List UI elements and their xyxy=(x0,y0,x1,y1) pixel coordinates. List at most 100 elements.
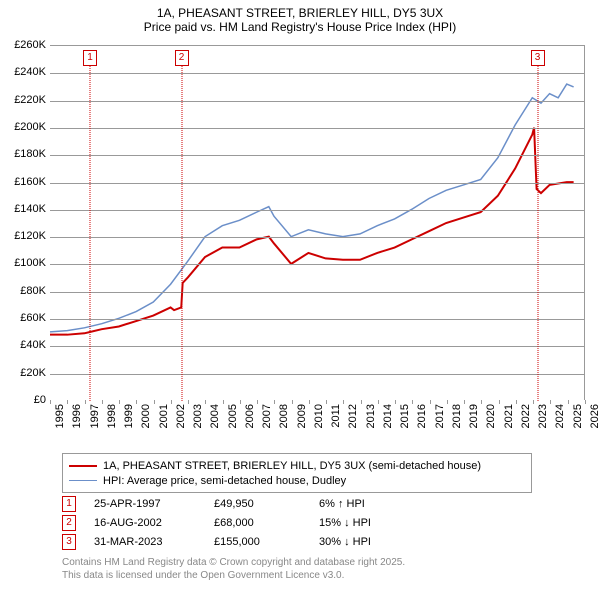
y-tick-label: £180K xyxy=(14,148,46,160)
x-tick-mark xyxy=(395,400,396,404)
x-tick-label: 2012 xyxy=(347,404,359,428)
plot-area: 123 xyxy=(50,45,585,400)
sale-date: 16-AUG-2002 xyxy=(94,517,214,529)
x-tick-mark xyxy=(223,400,224,404)
x-tick-mark xyxy=(171,400,172,404)
sale-marker-line-3 xyxy=(537,66,538,401)
sale-marker-2: 2 xyxy=(175,50,189,66)
legend: 1A, PHEASANT STREET, BRIERLEY HILL, DY5 … xyxy=(62,453,532,493)
y-gridline xyxy=(50,264,584,265)
y-tick-label: £240K xyxy=(14,66,46,78)
title-line-1: 1A, PHEASANT STREET, BRIERLEY HILL, DY5 … xyxy=(0,6,600,20)
y-tick-label: £20K xyxy=(20,367,46,379)
x-tick-label: 2016 xyxy=(416,404,428,428)
x-tick-mark xyxy=(550,400,551,404)
x-tick-label: 2006 xyxy=(244,404,256,428)
x-tick-label: 1999 xyxy=(123,404,135,428)
x-tick-mark xyxy=(378,400,379,404)
y-tick-label: £160K xyxy=(14,176,46,188)
y-gridline xyxy=(50,101,584,102)
sale-index: 2 xyxy=(62,515,76,531)
x-tick-mark xyxy=(568,400,569,404)
x-tick-mark xyxy=(481,400,482,404)
x-tick-label: 2000 xyxy=(140,404,152,428)
x-tick-label: 1997 xyxy=(89,404,101,428)
y-tick-label: £40K xyxy=(20,339,46,351)
y-gridline xyxy=(50,292,584,293)
legend-item: HPI: Average price, semi-detached house,… xyxy=(69,473,525,488)
x-tick-mark xyxy=(85,400,86,404)
sale-date: 25-APR-1997 xyxy=(94,498,214,510)
x-tick-label: 2004 xyxy=(209,404,221,428)
y-tick-label: £200K xyxy=(14,121,46,133)
x-tick-label: 1996 xyxy=(71,404,83,428)
x-tick-label: 2023 xyxy=(537,404,549,428)
y-gridline xyxy=(50,374,584,375)
sale-index: 1 xyxy=(62,496,76,512)
x-tick-mark xyxy=(516,400,517,404)
x-tick-mark xyxy=(50,400,51,404)
y-tick-label: £80K xyxy=(20,285,46,297)
x-tick-label: 2015 xyxy=(399,404,411,428)
x-tick-label: 1995 xyxy=(54,404,66,428)
x-tick-mark xyxy=(274,400,275,404)
attribution-line-2: This data is licensed under the Open Gov… xyxy=(62,569,405,582)
x-tick-label: 2014 xyxy=(382,404,394,428)
x-tick-mark xyxy=(309,400,310,404)
x-tick-label: 2026 xyxy=(589,404,600,428)
x-tick-label: 2005 xyxy=(227,404,239,428)
x-tick-mark xyxy=(67,400,68,404)
sales-table: 125-APR-1997£49,9506% ↑ HPI216-AUG-2002£… xyxy=(62,494,449,551)
y-gridline xyxy=(50,237,584,238)
attribution: Contains HM Land Registry data © Crown c… xyxy=(62,556,405,582)
sale-price: £155,000 xyxy=(214,536,319,548)
x-tick-mark xyxy=(361,400,362,404)
x-tick-mark xyxy=(257,400,258,404)
x-tick-mark xyxy=(430,400,431,404)
x-tick-label: 2010 xyxy=(313,404,325,428)
x-tick-mark xyxy=(292,400,293,404)
sale-price: £68,000 xyxy=(214,517,319,529)
y-tick-label: £60K xyxy=(20,312,46,324)
legend-swatch xyxy=(69,465,97,467)
sale-delta: 30% ↓ HPI xyxy=(319,536,449,548)
x-tick-label: 2001 xyxy=(158,404,170,428)
sale-marker-1: 1 xyxy=(83,50,97,66)
x-tick-label: 1998 xyxy=(106,404,118,428)
x-tick-label: 2007 xyxy=(261,404,273,428)
x-tick-mark xyxy=(102,400,103,404)
y-gridline xyxy=(50,210,584,211)
legend-swatch xyxy=(69,480,97,481)
sale-delta: 15% ↓ HPI xyxy=(319,517,449,529)
chart-title: 1A, PHEASANT STREET, BRIERLEY HILL, DY5 … xyxy=(0,0,600,38)
x-tick-mark xyxy=(447,400,448,404)
x-tick-label: 2025 xyxy=(572,404,584,428)
y-gridline xyxy=(50,319,584,320)
x-tick-label: 2013 xyxy=(365,404,377,428)
y-gridline xyxy=(50,183,584,184)
x-tick-label: 2008 xyxy=(278,404,290,428)
series-hpi xyxy=(50,84,574,332)
sale-delta: 6% ↑ HPI xyxy=(319,498,449,510)
x-tick-label: 2009 xyxy=(296,404,308,428)
x-tick-mark xyxy=(412,400,413,404)
y-tick-label: £100K xyxy=(14,257,46,269)
sale-marker-line-2 xyxy=(181,66,182,401)
y-tick-label: £140K xyxy=(14,203,46,215)
x-tick-label: 2019 xyxy=(468,404,480,428)
sale-index: 3 xyxy=(62,534,76,550)
x-tick-mark xyxy=(499,400,500,404)
x-tick-mark xyxy=(585,400,586,404)
y-gridline xyxy=(50,73,584,74)
x-tick-label: 2021 xyxy=(503,404,515,428)
x-tick-mark xyxy=(343,400,344,404)
sale-date: 31-MAR-2023 xyxy=(94,536,214,548)
attribution-line-1: Contains HM Land Registry data © Crown c… xyxy=(62,556,405,569)
legend-label: 1A, PHEASANT STREET, BRIERLEY HILL, DY5 … xyxy=(103,460,481,472)
x-tick-mark xyxy=(119,400,120,404)
x-tick-mark xyxy=(136,400,137,404)
x-tick-label: 2002 xyxy=(175,404,187,428)
sale-row: 3 31-MAR-2023£155,00030% ↓ HPI xyxy=(62,532,449,551)
y-tick-label: £220K xyxy=(14,94,46,106)
x-tick-mark xyxy=(154,400,155,404)
